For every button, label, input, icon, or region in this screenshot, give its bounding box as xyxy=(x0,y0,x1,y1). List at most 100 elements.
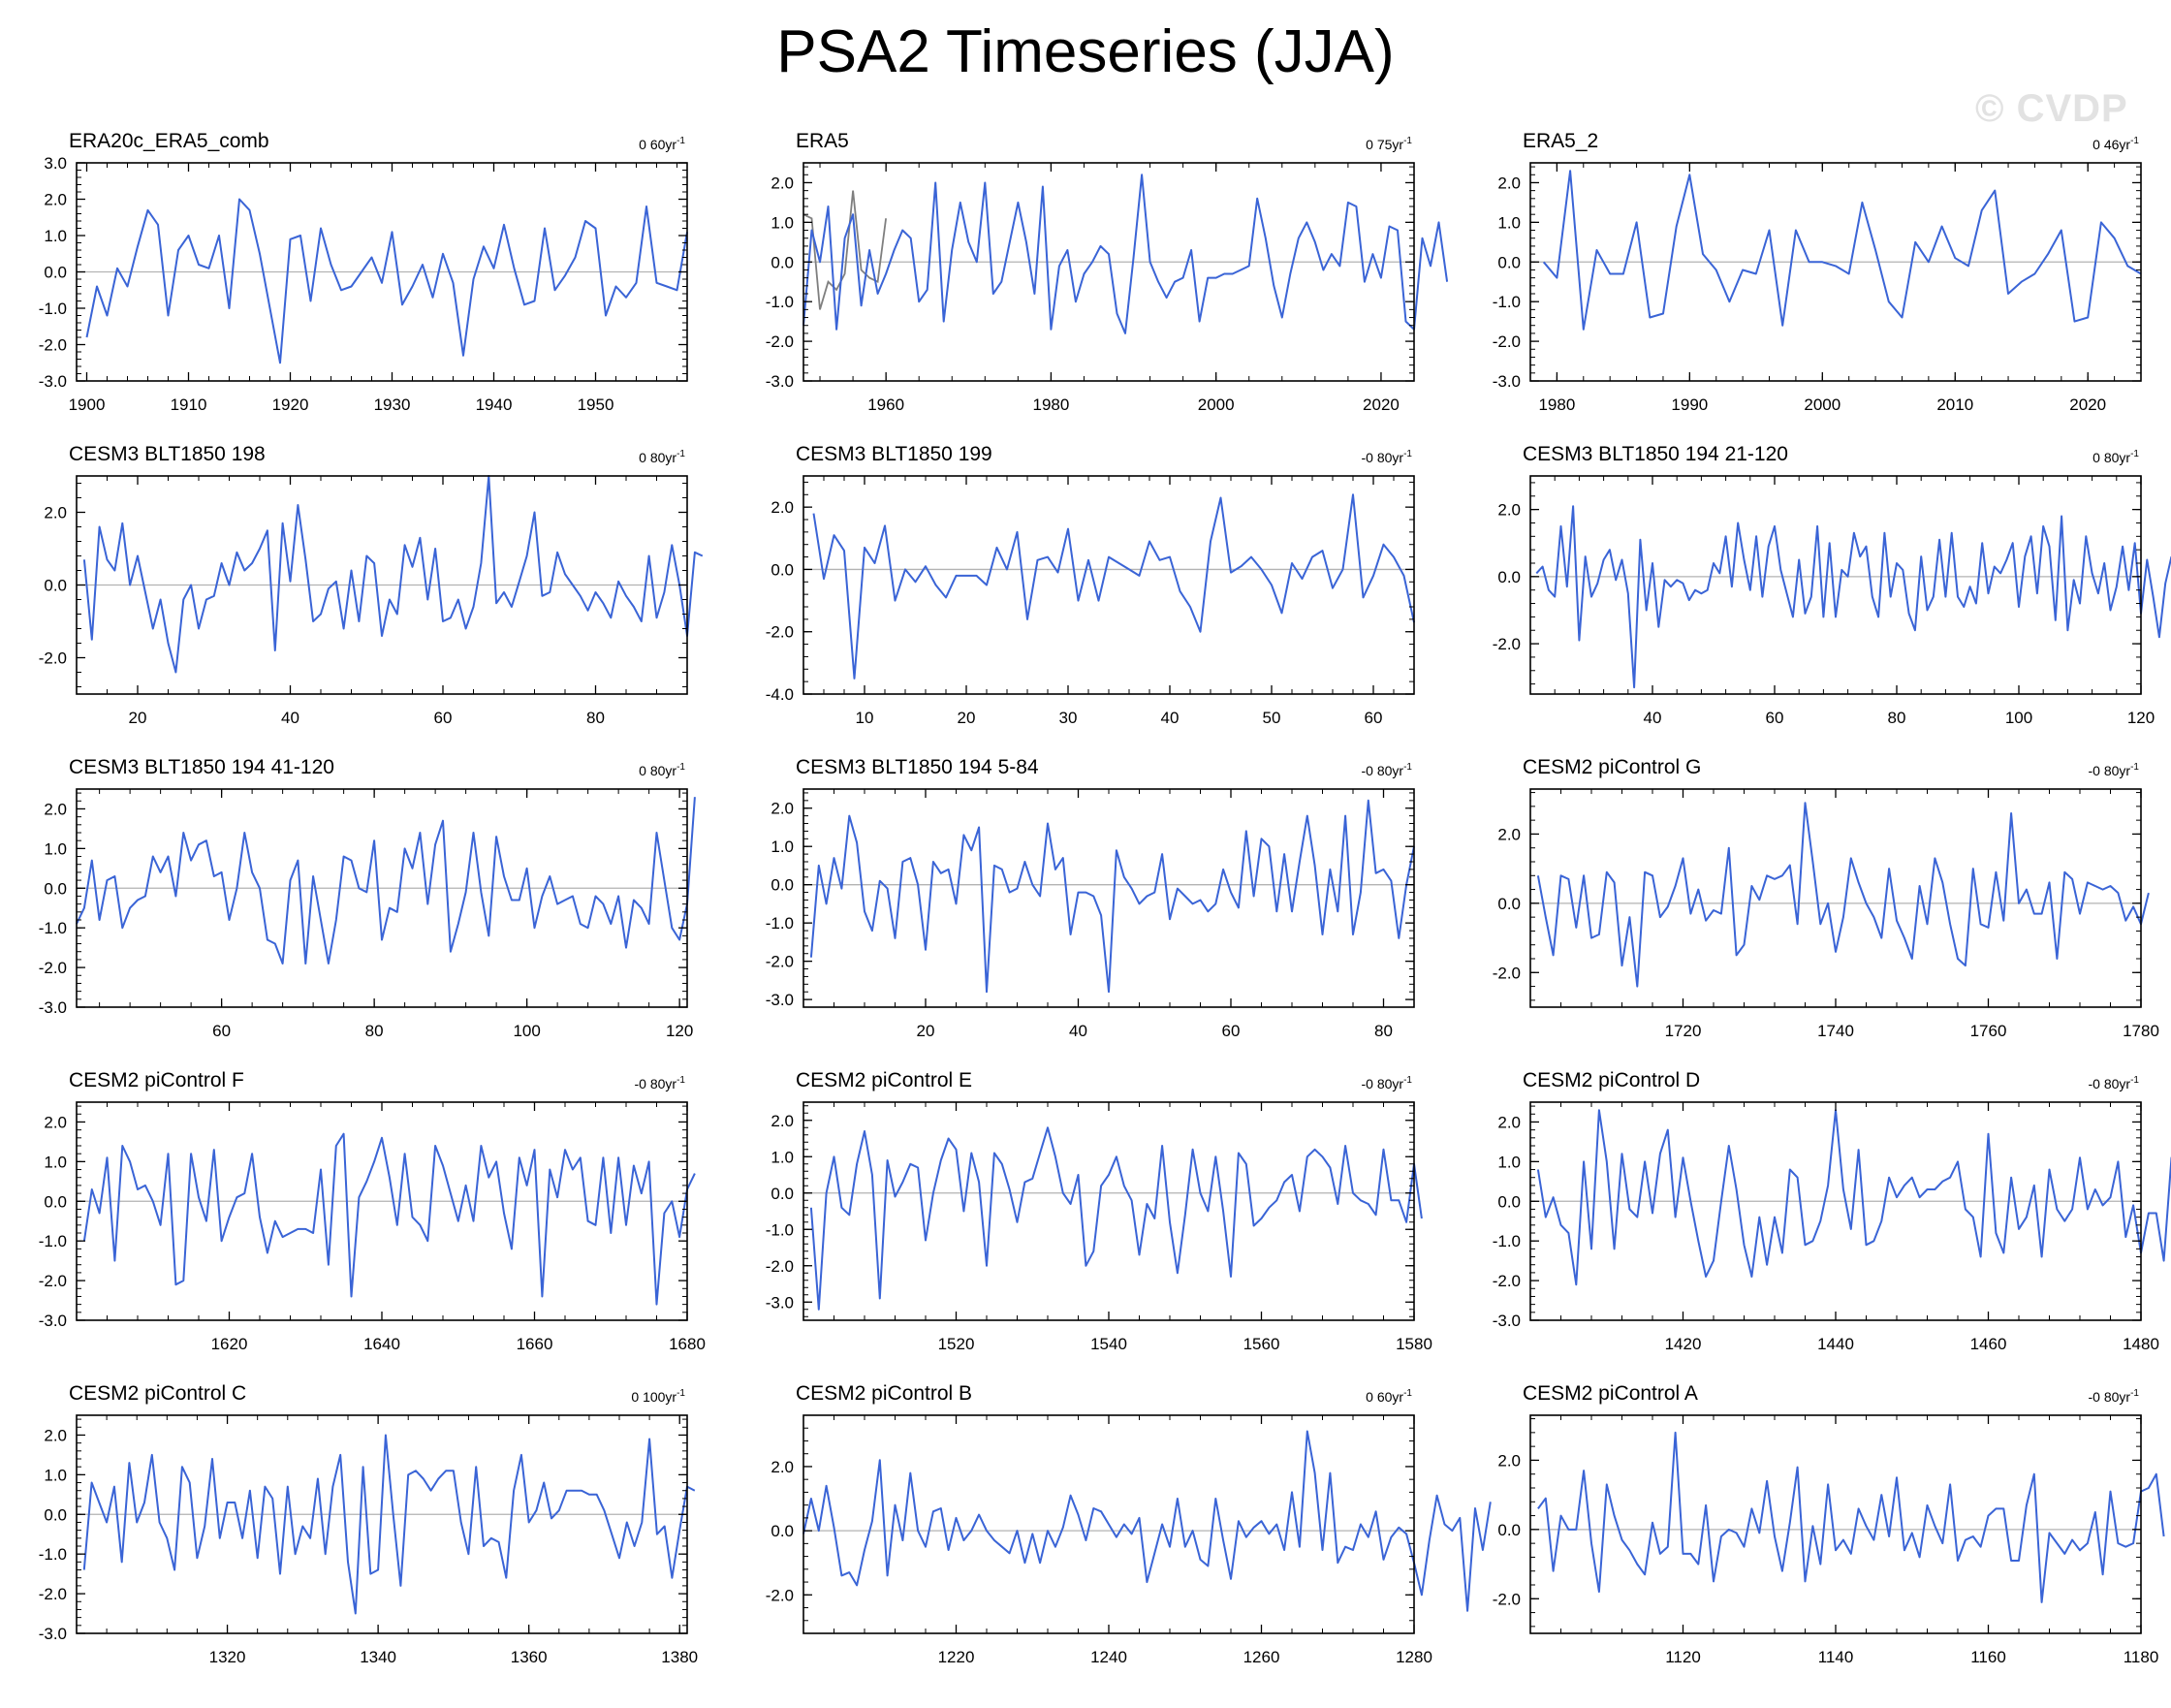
panel-1: ERA20c_ERA5_comb 0 60yr-1 -3.0 -2.0 -1.0 0.0 1… xyxy=(39,130,688,414)
y-tick-label: 0.0 xyxy=(771,1522,794,1540)
trend-label: -0 80yr-1 xyxy=(635,1075,686,1091)
y-tick-label: -3.0 xyxy=(766,991,794,1009)
panel-title: CESM2 piControl D xyxy=(1523,1069,1700,1091)
y-tick-label: 0.0 xyxy=(44,577,67,595)
x-tick-label: 120 xyxy=(2127,709,2155,727)
trend-label: -0 80yr-1 xyxy=(1362,762,1413,778)
trend-label: -0 80yr-1 xyxy=(2089,1075,2140,1091)
panel-15: CESM2 piControl A -0 80yr-1 -2.0 0.0 2.0 1120… xyxy=(1493,1382,2165,1666)
y-tick-label: -3.0 xyxy=(1493,1312,1521,1330)
y-tick-label: -2.0 xyxy=(39,959,67,977)
y-tick-label: 3.0 xyxy=(44,154,67,173)
x-tick-label: 1380 xyxy=(661,1648,698,1666)
x-tick-label: 1260 xyxy=(1243,1648,1280,1666)
y-tick-label: 2.0 xyxy=(44,1426,67,1444)
y-tick-label: 1.0 xyxy=(1497,1153,1521,1171)
series-line xyxy=(82,1132,696,1306)
x-tick-label: 2010 xyxy=(1936,395,1973,414)
y-tick-label: 0.0 xyxy=(771,1185,794,1203)
y-tick-label: 0.0 xyxy=(771,876,794,895)
y-tick-label: -1.0 xyxy=(39,1232,67,1250)
series-line xyxy=(812,493,1415,680)
x-tick-label: 80 xyxy=(586,709,605,727)
x-tick-label: 1930 xyxy=(374,395,411,414)
y-tick-label: 0.0 xyxy=(1497,253,1521,271)
watermark: © CVDP xyxy=(1975,87,2128,130)
series-line xyxy=(809,1126,1423,1311)
y-tick-label: 0.0 xyxy=(1497,1521,1521,1539)
x-tick-label: 80 xyxy=(1888,709,1906,727)
y-tick-label: -1.0 xyxy=(1493,293,1521,311)
y-tick-label: -2.0 xyxy=(766,332,794,351)
y-tick-label: 0.0 xyxy=(44,1192,67,1211)
plot-frame xyxy=(1529,162,2142,382)
x-tick-label: 2020 xyxy=(1363,395,1400,414)
plot-frame xyxy=(802,1101,1415,1321)
x-tick-label: 1980 xyxy=(1032,395,1069,414)
panel-11: CESM2 piControl E -0 80yr-1 -3.0 -2.0 -1.0 0.… xyxy=(766,1069,1432,1353)
x-tick-label: 2000 xyxy=(1804,395,1841,414)
x-tick-label: 1980 xyxy=(1538,395,1575,414)
y-tick-label: 2.0 xyxy=(1497,1451,1521,1470)
trend-label: -0 80yr-1 xyxy=(1362,1075,1413,1091)
x-tick-label: 1780 xyxy=(2123,1022,2159,1040)
panel-title: ERA20c_ERA5_comb xyxy=(69,130,269,152)
y-tick-label: -2.0 xyxy=(766,953,794,971)
series-line xyxy=(1536,802,2150,988)
y-tick-label: -2.0 xyxy=(1493,332,1521,351)
y-tick-label: -1.0 xyxy=(39,1545,67,1564)
x-tick-label: 60 xyxy=(1766,709,1784,727)
series-line xyxy=(85,198,688,364)
y-tick-label: 0.0 xyxy=(771,560,794,579)
x-tick-label: 1660 xyxy=(517,1335,553,1353)
panel-12: CESM2 piControl D -0 80yr-1 -3.0 -2.0 -1.0 0.… xyxy=(1493,1069,2171,1353)
x-tick-label: 60 xyxy=(434,709,453,727)
y-tick-label: 2.0 xyxy=(1497,1113,1521,1131)
x-tick-label: 1360 xyxy=(511,1648,548,1666)
x-tick-label: 1680 xyxy=(669,1335,706,1353)
y-tick-label: 0.0 xyxy=(1497,568,1521,586)
x-tick-label: 1720 xyxy=(1665,1022,1702,1040)
plot-frame xyxy=(76,788,688,1008)
x-tick-label: 1280 xyxy=(1396,1648,1432,1666)
x-tick-label: 1940 xyxy=(476,395,513,414)
plot-frame xyxy=(1529,788,2142,1008)
series-line xyxy=(82,1434,696,1615)
y-tick-label: 0.0 xyxy=(771,253,794,271)
trend-label: 0 80yr-1 xyxy=(2092,449,2139,465)
trend-label: 0 80yr-1 xyxy=(639,762,685,778)
x-tick-label: 100 xyxy=(2005,709,2032,727)
y-tick-label: 0.0 xyxy=(44,879,67,898)
x-tick-label: 120 xyxy=(666,1022,693,1040)
panel-title: CESM3 BLT1850 198 xyxy=(69,443,266,465)
y-tick-label: 2.0 xyxy=(771,1112,794,1130)
y-tick-label: 1.0 xyxy=(44,227,67,245)
series-line xyxy=(809,799,1415,994)
y-tick-label: 2.0 xyxy=(771,174,794,192)
y-tick-label: -3.0 xyxy=(766,372,794,391)
panel-7: CESM3 BLT1850 194 41-120 0 80yr-1 -3.0 -2.0… xyxy=(39,756,696,1040)
series-line xyxy=(1542,170,2142,331)
panel-10: CESM2 piControl F -0 80yr-1 -3.0 -2.0 -1.0 0.… xyxy=(39,1069,706,1353)
y-tick-label: -2.0 xyxy=(766,1257,794,1276)
x-tick-label: 1740 xyxy=(1817,1022,1854,1040)
panel-5: CESM3 BLT1850 199 -0 80yr-1 -4.0 -2.0 0.0 2.0… xyxy=(766,443,1415,727)
x-tick-label: 1160 xyxy=(1970,1648,2006,1666)
x-tick-label: 1620 xyxy=(211,1335,248,1353)
panel-title: CESM2 piControl A xyxy=(1523,1382,1698,1405)
x-tick-label: 1240 xyxy=(1090,1648,1127,1666)
plot-frame xyxy=(802,475,1415,695)
panel-title: ERA5 xyxy=(796,130,849,152)
x-tick-label: 1520 xyxy=(938,1335,975,1353)
trend-label: 0 75yr-1 xyxy=(1366,136,1412,152)
panel-title: CESM2 piControl C xyxy=(69,1382,246,1405)
panel-title: ERA5_2 xyxy=(1523,130,1598,152)
y-tick-label: 1.0 xyxy=(44,839,67,858)
y-tick-label: -2.0 xyxy=(39,336,67,355)
y-tick-label: 2.0 xyxy=(1497,825,1521,843)
panel-title: CESM2 piControl E xyxy=(796,1069,972,1091)
y-tick-label: 1.0 xyxy=(44,1153,67,1171)
x-tick-label: 10 xyxy=(856,709,874,727)
y-tick-label: -3.0 xyxy=(39,1625,67,1643)
y-tick-label: -1.0 xyxy=(766,1220,794,1239)
